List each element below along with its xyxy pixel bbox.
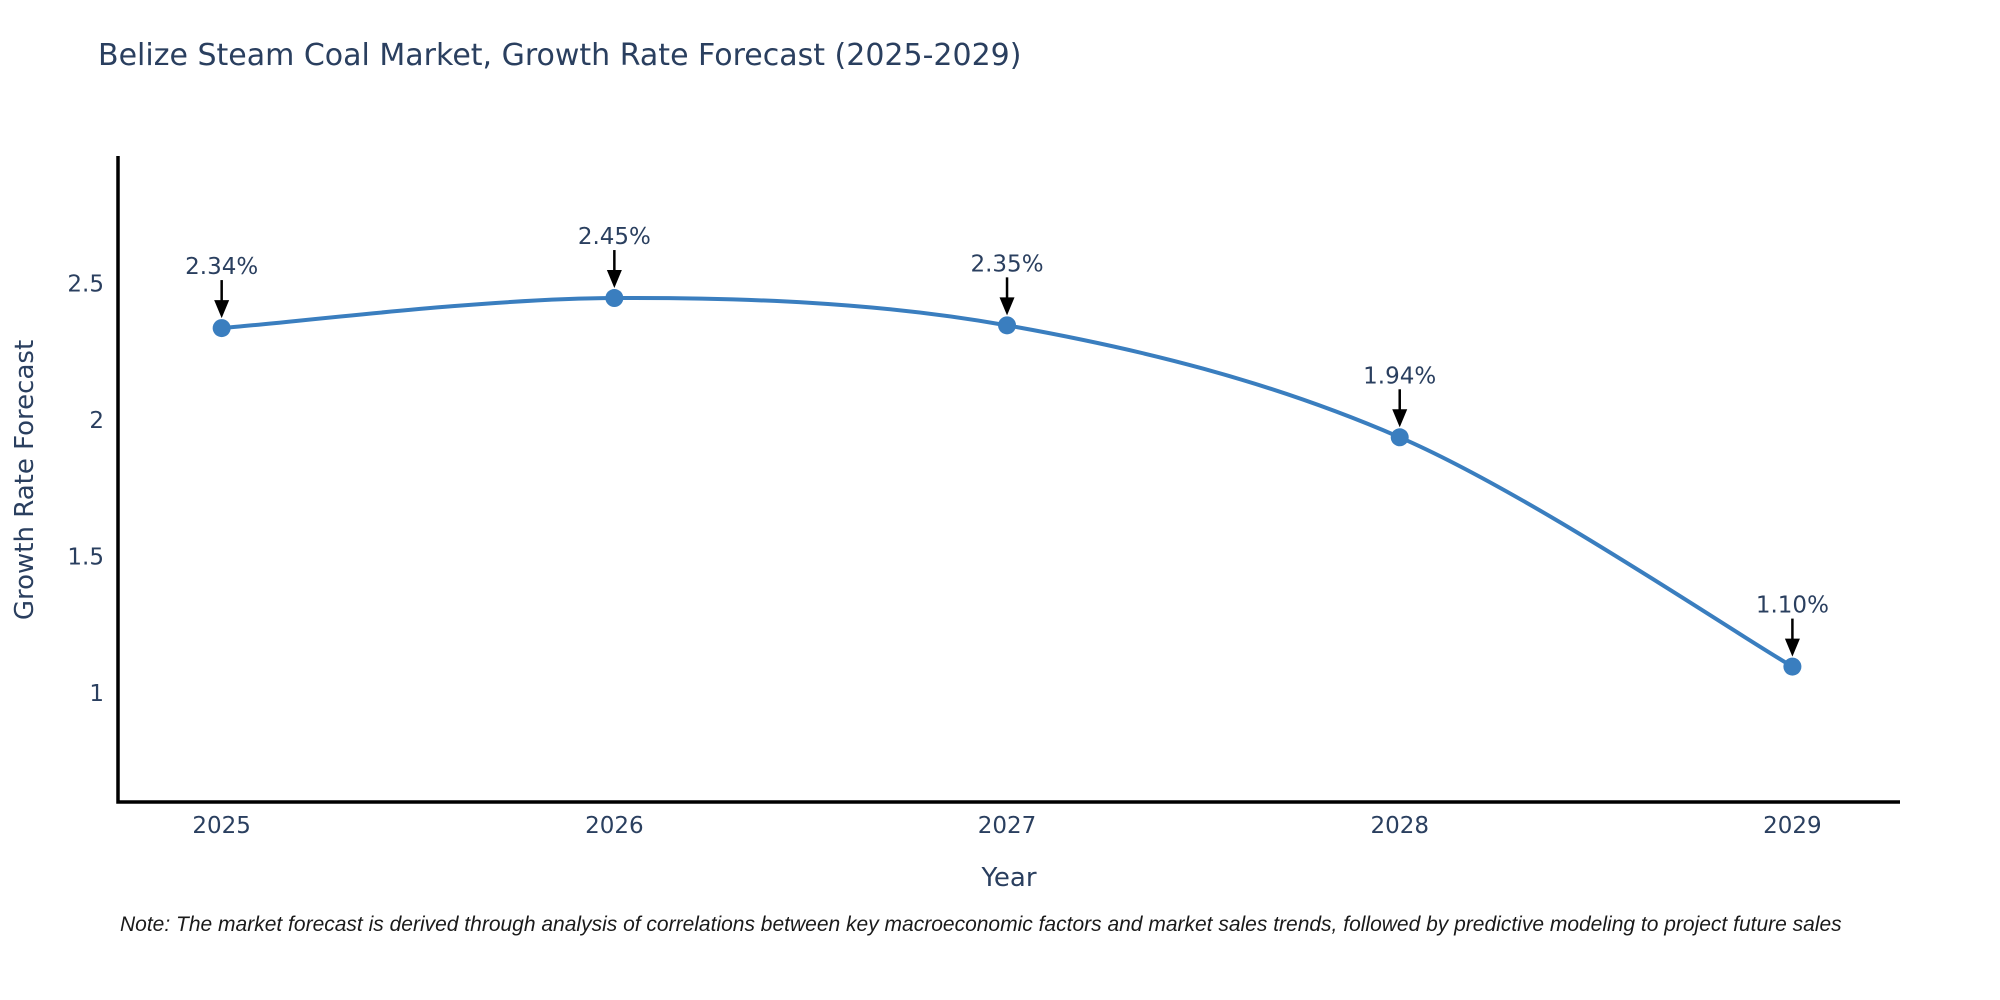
x-tick-label: 2028	[1370, 813, 1429, 839]
annotation-arrow-head	[1784, 638, 1800, 657]
y-tick-label: 2	[89, 408, 104, 434]
footnote: Note: The market forecast is derived thr…	[120, 913, 1842, 936]
data-point-label: 2.45%	[578, 224, 651, 250]
axis-lines	[116, 156, 1900, 804]
x-tick-label: 2027	[978, 813, 1037, 839]
data-point-marker	[1390, 428, 1409, 447]
x-axis-title: Year	[980, 863, 1036, 893]
x-tick-label: 2025	[192, 813, 251, 839]
x-tick-label: 2029	[1763, 813, 1822, 839]
y-tick-label: 1.5	[67, 544, 104, 570]
data-point-marker	[1783, 657, 1802, 676]
chart-title: Belize Steam Coal Market, Growth Rate Fo…	[98, 38, 1022, 73]
data-point-label: 1.94%	[1363, 363, 1436, 389]
x-tick-label: 2026	[585, 813, 644, 839]
data-point-label: 2.34%	[185, 254, 258, 280]
data-point-label: 2.35%	[970, 251, 1043, 277]
y-tick-label: 1	[89, 681, 104, 707]
data-point-marker	[212, 319, 231, 338]
data-point-marker	[605, 289, 624, 308]
trend-line	[219, 296, 1795, 669]
annotation-arrow-head	[999, 297, 1015, 316]
y-tick-label: 2.5	[67, 271, 104, 297]
data-point-marker	[998, 316, 1017, 335]
y-axis-title: Growth Rate Forecast	[10, 340, 40, 620]
annotation-arrow-head	[606, 270, 622, 289]
annotation-arrow-head	[1392, 409, 1408, 428]
data-point-label: 1.10%	[1756, 593, 1829, 619]
annotation-arrow-head	[214, 300, 230, 319]
